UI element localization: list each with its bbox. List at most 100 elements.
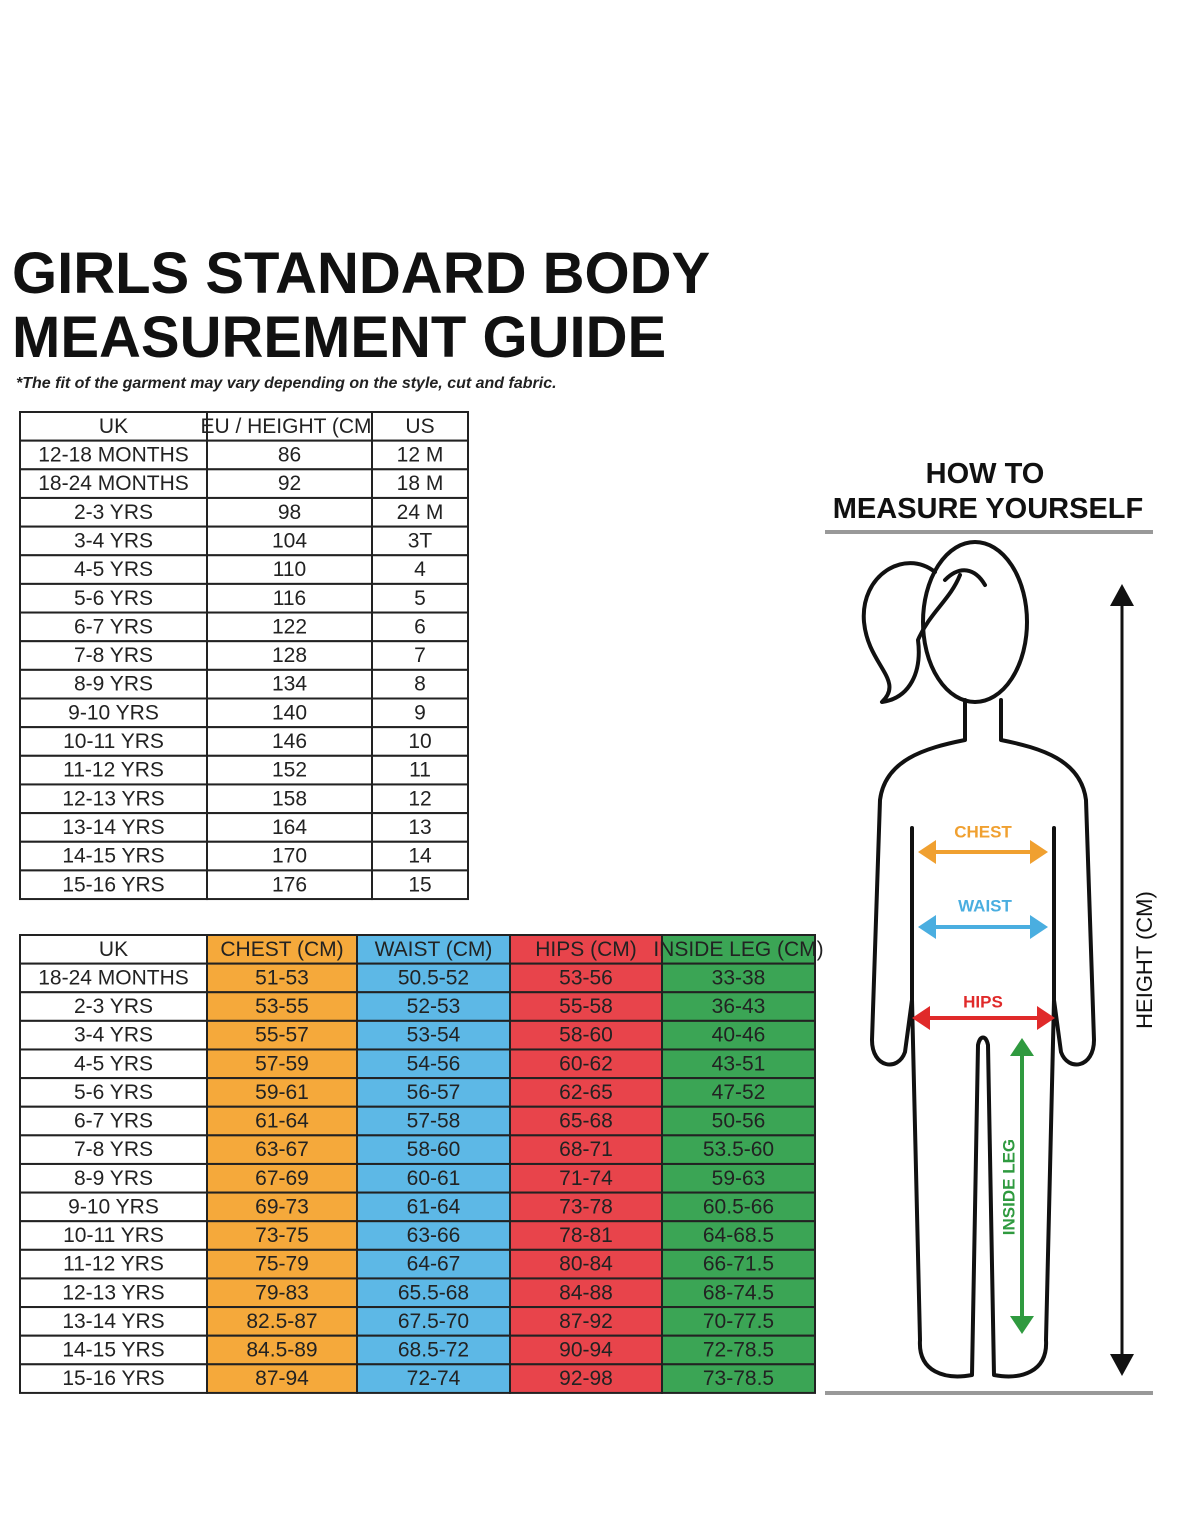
header-cell-text: INSIDE LEG (CM) [653, 938, 823, 961]
cell-text: 73-78.5 [703, 1367, 774, 1390]
cell-text: 60.5-66 [703, 1195, 774, 1218]
table-cell [371, 496, 469, 528]
cell-text: 33-38 [712, 966, 766, 989]
table-cell [371, 611, 469, 643]
table-cell [356, 1220, 511, 1251]
cell-text: 15-16 YRS [62, 873, 164, 896]
cell-text: 11 [409, 759, 431, 782]
table-cell [19, 869, 208, 901]
cell-text: 9 [414, 701, 426, 724]
figure [861, 540, 1096, 1379]
table-cell [19, 1019, 208, 1051]
table-cell [661, 1220, 816, 1251]
cell-text: 55-58 [559, 995, 613, 1018]
table-cell [206, 1220, 358, 1251]
table-cell [509, 1105, 663, 1137]
table-cell [206, 668, 373, 700]
cell-text: 68-74.5 [703, 1281, 774, 1304]
cell-text: 52-53 [407, 995, 461, 1018]
cell-text: 50-56 [712, 1110, 766, 1133]
table-cell [19, 582, 208, 614]
cell-text: 90-94 [559, 1339, 613, 1362]
table-cell [206, 1019, 358, 1051]
table-cell [661, 1048, 816, 1080]
cell-text: 53-55 [255, 995, 309, 1018]
cell-text: 63-66 [407, 1224, 461, 1247]
cell-text: 72-74 [407, 1367, 461, 1390]
cell-text: 110 [273, 558, 306, 581]
table-cell [356, 1019, 511, 1051]
cell-text: 75-79 [255, 1253, 309, 1276]
height-label: HEIGHT (CM) [1132, 891, 1157, 1029]
cell-text: 15-16 YRS [62, 1367, 164, 1390]
cell-text: 64-68.5 [703, 1224, 774, 1247]
table-cell [371, 726, 469, 757]
cell-text: 98 [278, 501, 301, 524]
table-cell [509, 1306, 663, 1337]
table-cell [661, 991, 816, 1022]
header-cell-text: HIPS (CM) [535, 938, 637, 961]
table-cell [371, 754, 469, 786]
cell-text: 53.5-60 [703, 1138, 774, 1161]
cell-text: 47-52 [712, 1081, 766, 1104]
cell-text: 43-51 [712, 1052, 766, 1075]
cell-text: 3-4 YRS [74, 1024, 153, 1047]
cell-text: 2-3 YRS [74, 995, 153, 1018]
cell-text: 51-53 [255, 966, 309, 989]
table-cell [19, 754, 208, 786]
cell-text: 87-92 [559, 1310, 613, 1333]
cell-text: 66-71.5 [703, 1253, 774, 1276]
cell-text: 13 [408, 816, 431, 839]
table-cell [661, 1134, 816, 1165]
table-cell [356, 1048, 511, 1080]
header-cell-text: UK [99, 938, 128, 961]
cell-text: 82.5-87 [246, 1310, 317, 1333]
cell-text: 12-18 MONTHS [38, 444, 189, 467]
waist-arrow [918, 915, 1048, 939]
cell-text: 73-75 [255, 1224, 309, 1247]
table-cell [661, 1077, 816, 1108]
cell-text: 14-15 YRS [62, 845, 164, 868]
hips-arrow [912, 1006, 1055, 1030]
cell-text: 3-4 YRS [74, 529, 153, 552]
cell-text: 158 [272, 787, 307, 810]
table-cell [206, 1077, 358, 1108]
cell-text: 14 [408, 845, 432, 868]
table-cell [206, 934, 358, 965]
cell-text: 11-12 YRS [63, 759, 164, 782]
cell-text: 2-3 YRS [74, 501, 153, 524]
cell-text: 10-11 YRS [63, 1224, 164, 1247]
table-cell [19, 1077, 208, 1108]
table-cell [206, 1363, 358, 1394]
table-cell [19, 840, 208, 872]
cell-text: 9-10 YRS [68, 1195, 159, 1218]
chest-arrow [918, 840, 1048, 864]
cell-text: 50.5-52 [398, 966, 469, 989]
waist-label: WAIST [958, 896, 1012, 915]
cell-text: 40-46 [712, 1024, 766, 1047]
cell-text: 67.5-70 [398, 1310, 469, 1333]
cell-text: 54-56 [407, 1052, 461, 1075]
table-cell [661, 1191, 816, 1223]
inside-leg-label: INSIDE LEG [999, 1139, 1018, 1235]
table-cell [371, 812, 469, 843]
cell-text: 69-73 [255, 1195, 309, 1218]
cell-text: 56-57 [407, 1081, 461, 1104]
cell-text: 79-83 [255, 1281, 309, 1304]
header-cell-text: CHEST (CM) [220, 938, 343, 961]
cell-text: 170 [272, 845, 307, 868]
cell-text: 5 [414, 587, 426, 610]
cell-text: 65-68 [559, 1110, 613, 1133]
table-cell [206, 525, 373, 557]
table-cell [19, 611, 208, 643]
table-cell [356, 1134, 511, 1165]
table-cell [19, 554, 208, 585]
inside-leg-arrow [1010, 1038, 1034, 1334]
cell-text: 15 [408, 873, 431, 896]
cell-text: 3T [408, 529, 433, 552]
cell-text: 122 [272, 615, 307, 638]
cell-text: 176 [272, 873, 307, 896]
header-cell-text: US [405, 415, 434, 438]
